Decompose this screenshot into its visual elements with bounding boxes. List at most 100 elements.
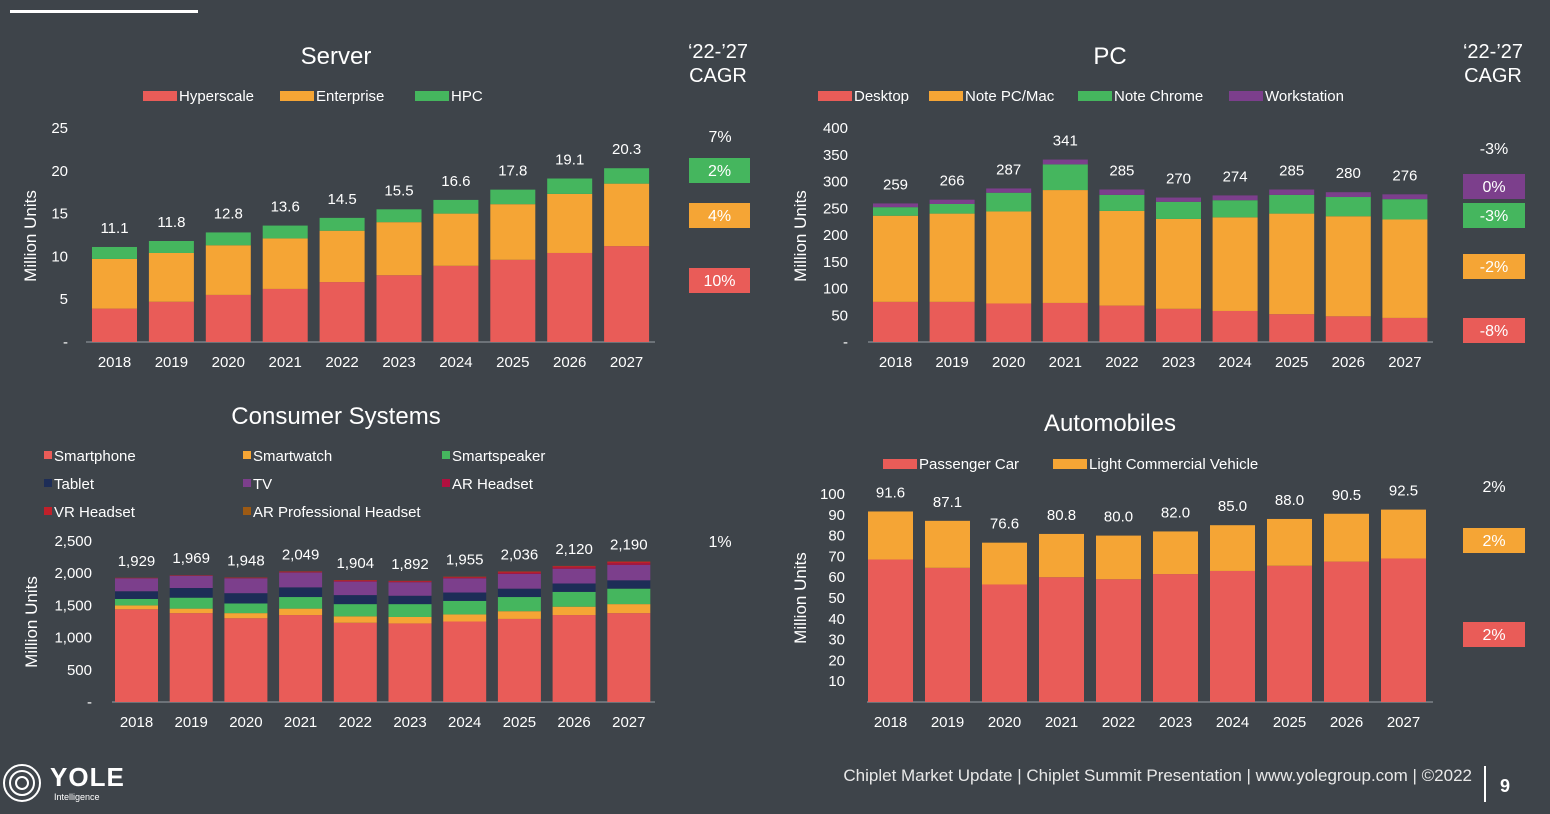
bar-segment: [169, 588, 213, 598]
x-tick-label: 2022: [339, 714, 372, 731]
bar-segment: [497, 573, 541, 589]
bar-segment: [1210, 525, 1255, 571]
cagr-badge: [689, 158, 750, 183]
bar-segment: [1042, 159, 1088, 165]
y-axis-label: Million Units: [21, 190, 40, 282]
x-tick-label: 2022: [325, 354, 358, 371]
legend-label: Note Chrome: [1114, 88, 1203, 105]
total-label: 80.8: [1047, 507, 1076, 524]
bar-segment: [873, 207, 918, 216]
bar-segment: [1382, 199, 1428, 220]
bar-segment: [497, 588, 541, 598]
x-tick-label: 2020: [988, 714, 1021, 731]
y-tick-label: 2,500: [54, 533, 92, 550]
x-tick-label: 2024: [1218, 354, 1251, 371]
bar-segment: [547, 178, 593, 194]
chart-consumer: Consumer Systems Smartphone Smartwatch Smar…: [22, 403, 732, 731]
bar-segment: [604, 246, 650, 342]
total-label: 76.6: [990, 516, 1019, 533]
bar-segment: [497, 597, 541, 612]
legend-label: Smartspeaker: [452, 448, 545, 465]
bar-segment: [1325, 316, 1371, 342]
y-tick-label: 10: [828, 673, 845, 690]
bar-segment: [279, 615, 323, 702]
bar-segment: [224, 603, 268, 614]
total-label: 90.5: [1332, 487, 1361, 504]
legend-swatch: [280, 91, 314, 101]
legend-swatch: [243, 451, 251, 459]
bar-segment: [1042, 190, 1088, 303]
bar-segment: [552, 583, 596, 592]
x-tick-label: 2022: [1105, 354, 1138, 371]
total-label: 92.5: [1389, 483, 1418, 500]
y-tick-label: 250: [823, 200, 848, 217]
x-tick-label: 2027: [612, 714, 645, 731]
top-accent-bar: [10, 10, 198, 13]
y-tick-label: -: [63, 334, 68, 351]
bar-segment: [929, 203, 975, 214]
bar-segment: [1269, 213, 1315, 315]
bar-segment: [490, 189, 536, 205]
bar-segment: [443, 577, 487, 579]
bar-segment: [1156, 201, 1201, 219]
legend-swatch: [818, 91, 852, 101]
y-tick-label: 30: [828, 632, 845, 649]
cagr-badge: [1463, 622, 1525, 647]
total-label: 274: [1223, 168, 1248, 185]
chart-auto: Automobiles Passenger Car Light Commercial…: [791, 410, 1525, 731]
x-tick-label: 2021: [1045, 714, 1078, 731]
bar-segment: [388, 616, 432, 624]
bar-segment: [433, 265, 479, 342]
bar-segment: [1153, 531, 1198, 575]
y-tick-label: 15: [51, 206, 68, 223]
bar-segment: [433, 213, 479, 266]
total-label: 15.5: [384, 182, 413, 199]
cagr-value: 2%: [708, 163, 731, 180]
cagr-badge: [1463, 528, 1525, 553]
bar-segment: [607, 588, 651, 605]
legend-label: Smartphone: [54, 448, 136, 465]
bar-segment: [433, 199, 479, 214]
bar-segment: [92, 308, 137, 342]
bar-segment: [279, 608, 323, 616]
x-tick-label: 2026: [553, 354, 586, 371]
x-tick-label: 2024: [439, 354, 472, 371]
legend-label: TV: [253, 476, 272, 493]
bar-segment: [868, 511, 913, 560]
bar-segment: [148, 252, 194, 302]
bar-segment: [333, 622, 377, 702]
bar-segment: [873, 215, 918, 302]
bar-segment: [552, 568, 596, 584]
y-axis-label: Million Units: [22, 576, 41, 668]
bar-segment: [1325, 216, 1371, 317]
bar-segment: [1212, 310, 1258, 342]
cagr-value: -2%: [1480, 259, 1508, 276]
y-tick-label: 25: [51, 120, 68, 137]
x-tick-label: 2020: [229, 714, 262, 731]
legend-swatch: [415, 91, 449, 101]
bar-segment: [115, 578, 158, 592]
total-label: 16.6: [441, 173, 470, 190]
cagr-value: 2%: [1482, 533, 1505, 550]
bar-segment: [92, 246, 137, 259]
bar-segment: [319, 217, 365, 231]
legend-label: Desktop: [854, 88, 909, 105]
bar-segment: [1096, 579, 1141, 702]
y-axis-label: Million Units: [791, 552, 810, 644]
legend-swatch: [1053, 459, 1087, 469]
bar-segment: [497, 571, 541, 573]
x-tick-label: 2027: [1387, 714, 1420, 731]
x-tick-label: 2026: [1330, 714, 1363, 731]
cagr-value: -3%: [1480, 208, 1508, 225]
bar-segment: [376, 275, 422, 342]
bar-segment: [333, 580, 377, 581]
bar-segment: [1325, 197, 1371, 217]
bar-segment: [205, 294, 251, 342]
bar-segment: [986, 192, 1032, 212]
bar-segment: [388, 623, 432, 702]
total-label: 87.1: [933, 494, 962, 511]
y-tick-label: 20: [828, 652, 845, 669]
legend-swatch: [883, 459, 917, 469]
y-tick-label: 10: [51, 248, 68, 265]
bar-segment: [547, 193, 593, 253]
